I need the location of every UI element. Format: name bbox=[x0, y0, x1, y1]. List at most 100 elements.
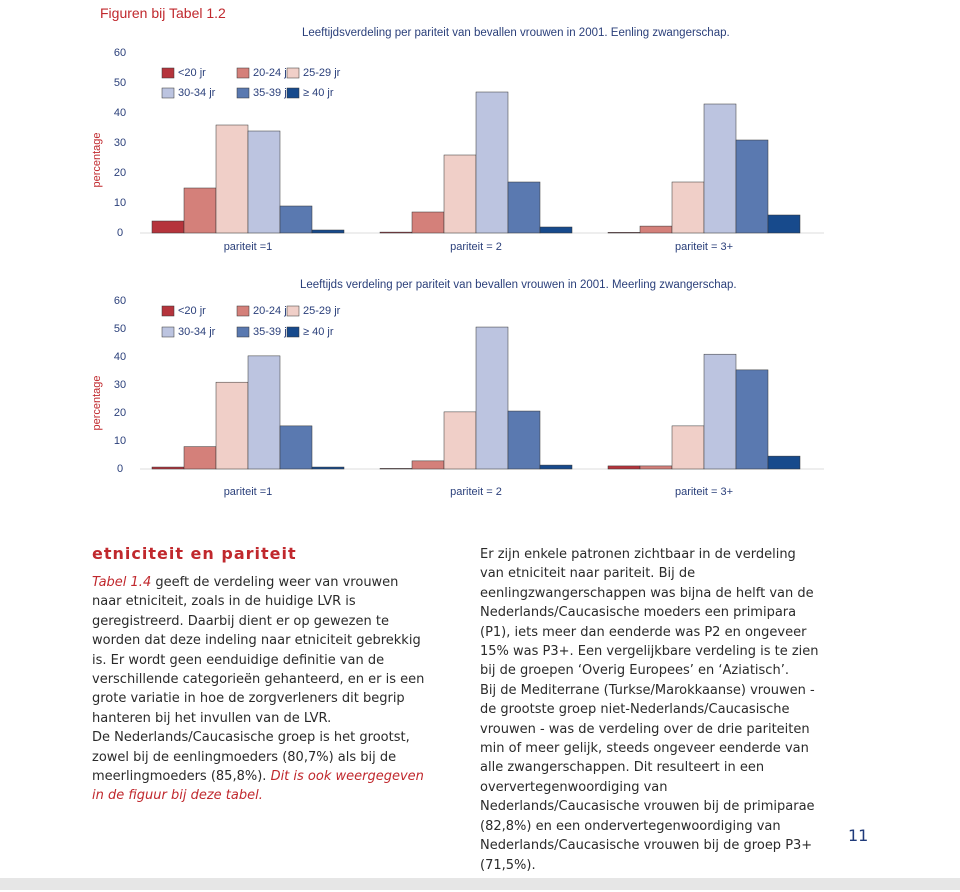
bar bbox=[671, 425, 705, 470]
y-tick-label: 60 bbox=[114, 47, 126, 59]
bar bbox=[607, 232, 641, 234]
y-tick-label: 40 bbox=[114, 351, 126, 363]
note: Dit is ook weergegeven in de figuur bij … bbox=[92, 769, 424, 804]
bar bbox=[411, 211, 445, 234]
bar bbox=[379, 231, 413, 234]
left-column: etniciteit en pariteit Tabel 1.4 geeft d… bbox=[92, 544, 432, 806]
legend-swatch bbox=[286, 326, 300, 338]
footer-band bbox=[0, 878, 960, 890]
legend-swatch bbox=[236, 67, 250, 79]
legend-swatch bbox=[286, 87, 300, 99]
legend-swatch bbox=[161, 326, 175, 338]
legend-label: 20-24 jr bbox=[253, 67, 291, 79]
y-axis-label: percentage bbox=[91, 132, 103, 187]
y-tick-label: 20 bbox=[114, 167, 126, 179]
y-tick-label: 10 bbox=[114, 197, 126, 209]
text: De Nederlands/Caucasische groep is het g… bbox=[92, 730, 410, 785]
bar bbox=[443, 154, 477, 234]
chart-title: Leeftijdsverdeling per pariteit van beva… bbox=[302, 27, 730, 39]
bar bbox=[735, 139, 769, 234]
bar bbox=[443, 411, 477, 470]
legend-swatch bbox=[286, 305, 300, 317]
bar bbox=[507, 410, 541, 470]
bar bbox=[475, 326, 509, 470]
bar bbox=[279, 205, 313, 234]
bar bbox=[607, 465, 641, 470]
y-tick-label: 60 bbox=[114, 295, 126, 307]
table-ref: Tabel 1.4 bbox=[92, 575, 152, 590]
bar bbox=[639, 465, 673, 470]
bar bbox=[311, 229, 345, 234]
bar bbox=[671, 181, 705, 234]
bar bbox=[215, 124, 249, 234]
paragraph: Er zijn enkele patronen zichtbaar in de … bbox=[480, 547, 819, 679]
bar bbox=[247, 355, 281, 470]
right-column: Er zijn enkele patronen zichtbaar in de … bbox=[480, 545, 820, 875]
bar bbox=[539, 226, 573, 234]
bar bbox=[311, 466, 345, 470]
legend-swatch bbox=[161, 87, 175, 99]
paragraph: Bij de Mediterrane (Turkse/Marokkaanse) … bbox=[480, 682, 815, 873]
x-tick-label: pariteit = 2 bbox=[450, 486, 502, 498]
legend-label: 25-29 jr bbox=[303, 67, 341, 79]
legend-swatch bbox=[236, 87, 250, 99]
y-tick-label: 10 bbox=[114, 435, 126, 447]
legend-label: 35-39 jr bbox=[253, 326, 291, 338]
bar bbox=[767, 455, 801, 470]
legend-label: 20-24 jr bbox=[253, 305, 291, 317]
legend-swatch bbox=[286, 67, 300, 79]
legend-swatch bbox=[161, 67, 175, 79]
legend-label: 25-29 jr bbox=[303, 305, 341, 317]
chart-title: Leeftijds verdeling per pariteit van bev… bbox=[300, 279, 737, 291]
text: geeft de verdeling weer van vrouwen naar… bbox=[92, 575, 425, 726]
charts: Leeftijdsverdeling per pariteit van beva… bbox=[91, 27, 824, 498]
y-tick-label: 0 bbox=[117, 463, 123, 475]
legend-label: <20 jr bbox=[178, 67, 206, 79]
bar bbox=[639, 225, 673, 234]
y-tick-label: 40 bbox=[114, 107, 126, 119]
x-tick-label: pariteit = 3+ bbox=[675, 241, 733, 253]
y-tick-label: 30 bbox=[114, 137, 126, 149]
section-heading: etniciteit en pariteit bbox=[92, 544, 297, 563]
x-tick-label: pariteit = 3+ bbox=[675, 486, 733, 498]
legend-label: ≥ 40 jr bbox=[303, 87, 334, 99]
legend-swatch bbox=[161, 305, 175, 317]
y-tick-label: 0 bbox=[117, 227, 123, 239]
legend-label: 30-34 jr bbox=[178, 326, 216, 338]
y-tick-label: 20 bbox=[114, 407, 126, 419]
y-tick-label: 50 bbox=[114, 77, 126, 89]
bar bbox=[539, 464, 573, 470]
legend-label: ≥ 40 jr bbox=[303, 326, 334, 338]
bar bbox=[507, 181, 541, 234]
bar bbox=[215, 381, 249, 470]
bar bbox=[151, 220, 185, 234]
x-tick-label: pariteit =1 bbox=[224, 486, 273, 498]
y-tick-label: 50 bbox=[114, 323, 126, 335]
x-tick-label: pariteit =1 bbox=[224, 241, 273, 253]
bar bbox=[279, 425, 313, 470]
bar bbox=[183, 187, 217, 234]
legend-label: <20 jr bbox=[178, 305, 206, 317]
bar bbox=[703, 353, 737, 470]
bar bbox=[411, 460, 445, 470]
legend-label: 35-39 jr bbox=[253, 87, 291, 99]
bar bbox=[703, 103, 737, 234]
bar bbox=[475, 91, 509, 234]
header-title: Figuren bij Tabel 1.2 bbox=[100, 5, 226, 21]
bar bbox=[247, 130, 281, 234]
bar bbox=[151, 466, 185, 470]
bar bbox=[183, 446, 217, 470]
legend-swatch bbox=[236, 326, 250, 338]
paragraph: De Nederlands/Caucasische groep is het g… bbox=[92, 728, 432, 806]
bar bbox=[767, 214, 801, 234]
legend-label: 30-34 jr bbox=[178, 87, 216, 99]
legend-swatch bbox=[236, 305, 250, 317]
x-tick-label: pariteit = 2 bbox=[450, 241, 502, 253]
bar bbox=[379, 468, 413, 470]
page-number: 11 bbox=[848, 826, 869, 845]
paragraph: Tabel 1.4 geeft de verdeling weer van vr… bbox=[92, 573, 432, 728]
y-axis-label: percentage bbox=[91, 375, 103, 430]
bar bbox=[735, 369, 769, 470]
y-tick-label: 30 bbox=[114, 379, 126, 391]
